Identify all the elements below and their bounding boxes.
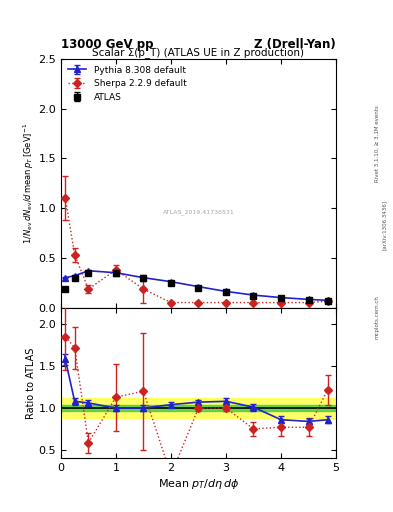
- Y-axis label: Ratio to ATLAS: Ratio to ATLAS: [26, 347, 35, 419]
- Text: Z (Drell-Yan): Z (Drell-Yan): [254, 38, 336, 51]
- Text: 13000 GeV pp: 13000 GeV pp: [61, 38, 153, 51]
- Legend: Pythia 8.308 default, Sherpa 2.2.9 default, ATLAS: Pythia 8.308 default, Sherpa 2.2.9 defau…: [66, 64, 188, 103]
- Text: ATLAS_2019.41736531: ATLAS_2019.41736531: [163, 209, 234, 215]
- Text: mcplots.cern.ch: mcplots.cern.ch: [375, 295, 380, 339]
- Text: [arXiv:1306.3436]: [arXiv:1306.3436]: [382, 200, 387, 250]
- Bar: [61, 404, 336, 411]
- X-axis label: Mean $p_T/d\eta\,d\phi$: Mean $p_T/d\eta\,d\phi$: [158, 477, 239, 492]
- Text: Rivet 3.1.10, ≥ 3.1M events: Rivet 3.1.10, ≥ 3.1M events: [375, 105, 380, 182]
- Bar: [61, 398, 336, 418]
- Y-axis label: $1/N_\mathrm{ev}\,dN_\mathrm{ev}/d\,\mathrm{mean}\,p_T\,[\mathrm{GeV}]^{-1}$: $1/N_\mathrm{ev}\,dN_\mathrm{ev}/d\,\mat…: [21, 123, 35, 244]
- Title: Scalar Σ(p_T) (ATLAS UE in Z production): Scalar Σ(p_T) (ATLAS UE in Z production): [92, 47, 305, 58]
